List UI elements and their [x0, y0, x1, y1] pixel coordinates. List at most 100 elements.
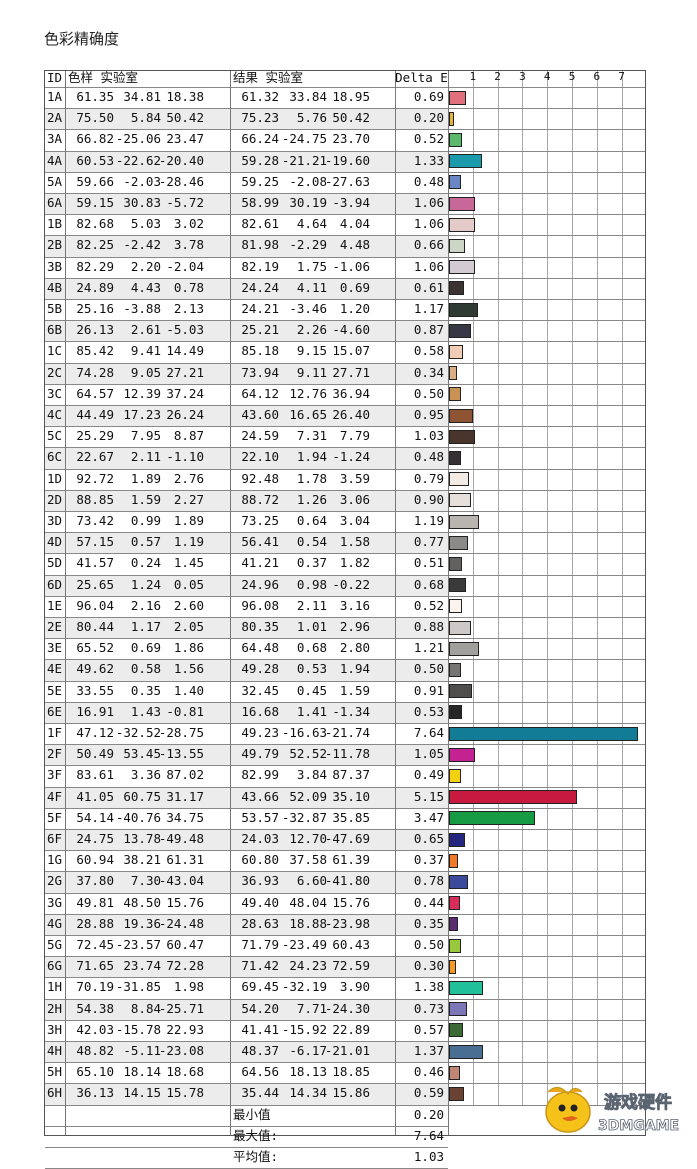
result-lab-value: -21.74: [324, 725, 370, 740]
result-lab-value: 50.42: [332, 110, 370, 126]
row-divider: [45, 511, 645, 512]
result-lab-value: 85.18: [241, 343, 279, 359]
result-lab-value: 24.96: [241, 576, 279, 592]
row-id: 2H: [47, 1000, 63, 1016]
delta-e-value: 0.65: [413, 831, 444, 846]
result-lab-value: 0.69: [339, 279, 370, 295]
result-lab-value: 9.15: [296, 343, 327, 359]
result-lab-value: 36.94: [332, 385, 370, 401]
x-tick-label: 6: [593, 70, 601, 83]
row-divider: [45, 617, 645, 618]
delta-e-value: 0.34: [413, 364, 444, 380]
result-lab-value: -4.60: [332, 322, 370, 338]
delta-e-value: 1.17: [413, 301, 444, 316]
sample-lab-value: 31.17: [166, 788, 204, 804]
sample-lab-value: 75.50: [76, 110, 114, 126]
summary-label: 最大值:: [233, 1127, 279, 1143]
delta-e-value: 0.48: [413, 173, 444, 189]
row-id: 1E: [47, 597, 63, 613]
result-lab-value: -47.69: [324, 831, 370, 846]
row-band: [45, 405, 448, 427]
sample-lab-value: 22.93: [166, 1021, 204, 1037]
row-id: 3D: [47, 513, 63, 528]
result-lab-value: 37.58: [289, 852, 327, 868]
sample-lab-value: 1.98: [173, 979, 204, 995]
result-lab-value: 24.21: [241, 301, 279, 316]
result-lab-value: 43.60: [241, 407, 279, 422]
result-lab-value: 54.20: [241, 1000, 279, 1016]
delta-e-bar: [449, 493, 472, 508]
sample-lab-value: 82.25: [76, 237, 114, 253]
sample-lab-value: 33.55: [76, 682, 114, 698]
result-lab-value: 43.66: [241, 788, 279, 804]
delta-e-bar: [449, 196, 476, 211]
sample-lab-value: 57.15: [76, 534, 114, 550]
delta-e-value: 0.79: [413, 470, 444, 486]
delta-e-value: 0.78: [413, 873, 444, 889]
delta-e-bar: [449, 111, 454, 126]
row-id: 1H: [47, 979, 63, 995]
delta-e-bar: [449, 535, 469, 550]
delta-e-value: 0.90: [413, 491, 444, 507]
row-divider: [45, 426, 645, 428]
delta-e-bar: [449, 387, 462, 402]
sample-lab-value: -3.88: [123, 301, 161, 316]
delta-e-bar: [449, 1065, 461, 1080]
sample-lab-value: 80.44: [76, 619, 114, 634]
result-lab-value: -3.94: [332, 195, 370, 210]
summary-value: 7.64: [413, 1127, 444, 1143]
result-lab-value: 71.79: [241, 937, 279, 952]
result-lab-value: 7.71: [296, 1000, 327, 1016]
row-id: 2C: [47, 364, 63, 380]
result-lab-value: -19.60: [324, 152, 370, 168]
result-lab-value: 59.28: [241, 152, 279, 168]
sample-lab-value: 59.66: [76, 173, 114, 189]
result-lab-value: -15.92: [281, 1021, 327, 1037]
sample-lab-value: 54.38: [76, 1000, 114, 1016]
result-lab-value: 6.60: [296, 873, 327, 889]
delta-e-bar: [449, 874, 469, 889]
sample-lab-value: 15.76: [166, 894, 204, 910]
row-id: 4C: [47, 407, 63, 422]
row-divider: [45, 786, 645, 788]
sample-lab-value: 30.83: [123, 195, 161, 210]
row-band: [45, 786, 448, 808]
row-band: [45, 574, 448, 596]
row-divider: [45, 913, 645, 915]
result-lab-value: 30.19: [289, 195, 327, 210]
result-lab-value: 35.44: [241, 1085, 279, 1101]
delta-e-value: 0.77: [413, 534, 444, 550]
row-id: 6H: [47, 1085, 63, 1101]
row-id: 2B: [47, 237, 63, 253]
sample-lab-value: 2.16: [130, 597, 161, 613]
row-divider: [45, 829, 645, 830]
result-lab-value: 18.95: [332, 89, 370, 104]
sample-lab-value: 85.42: [76, 343, 114, 359]
result-lab-value: 58.99: [241, 195, 279, 210]
sample-lab-value: -31.85: [115, 979, 161, 995]
result-lab-value: 23.70: [332, 131, 370, 147]
result-lab-value: 24.03: [241, 831, 279, 846]
delta-e-value: 0.95: [413, 407, 444, 422]
sample-lab-value: 25.29: [76, 428, 114, 444]
result-lab-value: 1.82: [339, 555, 370, 571]
result-lab-value: -21.21: [281, 152, 327, 168]
column-divider: [448, 71, 449, 1135]
row-divider: [45, 680, 645, 682]
sample-lab-value: 14.49: [166, 343, 204, 359]
row-divider: [45, 595, 645, 597]
x-tick-label: 7: [618, 70, 625, 83]
x-tick-label: 5: [568, 70, 576, 83]
result-lab-value: 35.10: [332, 788, 370, 804]
row-id: 1C: [47, 343, 63, 359]
row-divider: [45, 277, 645, 279]
delta-e-value: 0.52: [413, 131, 444, 147]
row-divider: [45, 405, 645, 406]
row-divider: [45, 850, 645, 852]
watermark-logo: 游戏硬件 3DMGAME: [545, 1086, 680, 1134]
sample-lab-value: 2.05: [173, 619, 204, 634]
x-tick-label: 2: [494, 70, 501, 83]
sample-lab-value: 83.61: [76, 767, 114, 783]
sample-lab-value: 1.56: [173, 661, 204, 677]
delta-e-value: 0.50: [413, 385, 444, 401]
